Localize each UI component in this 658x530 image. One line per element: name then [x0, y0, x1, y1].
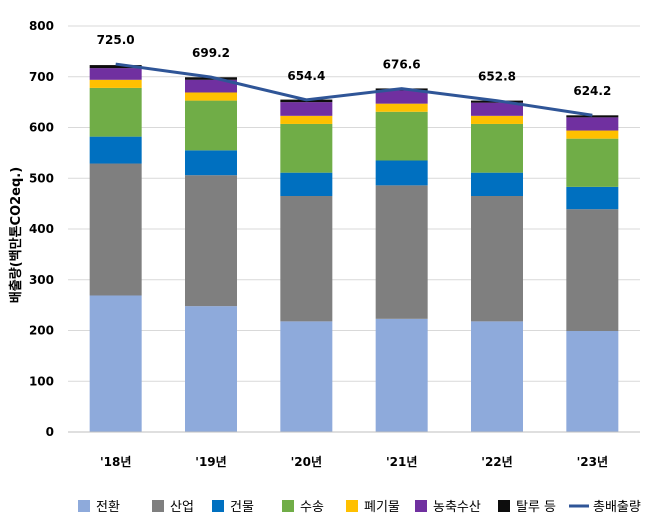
legend: 전환 산업 건물 수송 폐기물 농축수산 탈루 등 총배출량: [78, 500, 641, 515]
legend-label: 탈루 등: [516, 500, 556, 515]
bar-segment: [375, 90, 428, 104]
bar-segment: [185, 79, 237, 93]
bar-segment: [471, 123, 523, 173]
legend-label: 총배출량: [593, 500, 641, 515]
legend-label: 수송: [300, 500, 324, 515]
legend-label: 건물: [230, 500, 254, 515]
legend-swatch: [498, 500, 510, 512]
legend-label: 농축수산: [433, 500, 481, 515]
bar-segment: [566, 115, 619, 118]
bar-segment: [89, 136, 142, 164]
y-tick-label: 0: [46, 425, 54, 439]
bar-segment: [375, 318, 428, 432]
bar-segment: [471, 321, 523, 432]
bar-segment: [89, 65, 142, 69]
data-label: 699.2: [192, 46, 230, 60]
y-tick-label: 700: [29, 70, 54, 84]
legend-swatch: [415, 500, 427, 512]
bar-segment: [280, 172, 333, 197]
data-label: 652.8: [478, 70, 516, 84]
bar-segment: [471, 102, 523, 116]
bar-segment: [566, 331, 619, 432]
bar-segment: [280, 321, 333, 432]
data-label: 624.2: [573, 84, 611, 98]
legend-label: 전환: [96, 500, 120, 515]
x-tick-label: '20년: [291, 455, 322, 469]
bar-segment: [566, 138, 619, 187]
bar-segment: [471, 196, 523, 322]
y-tick-label: 100: [29, 374, 54, 388]
bar-segment: [280, 123, 333, 173]
bar-segment: [89, 79, 142, 88]
legend-swatch: [152, 500, 164, 512]
data-labels: 725.0 699.2 654.4 676.6 652.8 624.2: [97, 33, 612, 98]
bar-segment: [471, 115, 523, 124]
bar-segment: [375, 111, 428, 161]
bar-segment: [566, 186, 619, 210]
x-tick-label: '21년: [386, 455, 417, 469]
bar-segment: [89, 68, 142, 80]
y-tick-label: 200: [29, 324, 54, 338]
y-tick-label: 600: [29, 121, 54, 135]
bar-segment: [566, 209, 619, 332]
x-axis: '18년 '19년 '20년 '21년 '22년 '23년: [68, 431, 640, 469]
bar-segment: [185, 175, 237, 307]
bar-segment: [375, 103, 428, 112]
legend-swatch: [78, 500, 90, 512]
x-tick-label: '22년: [481, 455, 512, 469]
y-tick-label: 500: [29, 171, 54, 185]
bar-segment: [89, 163, 142, 296]
bar-segment: [185, 306, 237, 432]
bar-segment: [185, 100, 237, 151]
x-tick-label: '19년: [195, 455, 226, 469]
legend-label: 산업: [170, 500, 194, 515]
bar-segment: [471, 172, 523, 197]
bar-segment: [566, 130, 619, 139]
bar-segment: [185, 150, 237, 176]
bars: [89, 65, 619, 432]
x-tick-label: '18년: [100, 455, 131, 469]
legend-label: 폐기물: [364, 500, 400, 515]
x-tick-label: '23년: [577, 455, 608, 469]
y-tick-label: 800: [29, 19, 54, 33]
bar-segment: [566, 117, 619, 131]
bar-segment: [375, 185, 428, 319]
total-series-line: [115, 62, 593, 117]
legend-swatch: [346, 500, 358, 512]
bar-segment: [89, 295, 142, 432]
bar-segment: [280, 102, 333, 116]
bar-segment: [89, 87, 142, 137]
data-label: 676.6: [383, 58, 421, 72]
bar-segment: [185, 92, 237, 101]
bar-segment: [280, 196, 333, 322]
y-axis-label: 배출량(백만톤CO2eq.): [8, 167, 24, 303]
total-line: [115, 62, 593, 117]
bar-segment: [280, 115, 333, 124]
data-label: 654.4: [287, 69, 325, 83]
y-tick-label: 400: [29, 222, 54, 236]
legend-swatch: [212, 500, 224, 512]
y-tick-label: 300: [29, 273, 54, 287]
legend-swatch: [282, 500, 294, 512]
data-label: 725.0: [97, 33, 135, 47]
y-axis: 0 100 200 300 400 500 600 700 800: [29, 19, 54, 439]
gridlines: [68, 25, 640, 433]
bar-segment: [375, 160, 428, 186]
